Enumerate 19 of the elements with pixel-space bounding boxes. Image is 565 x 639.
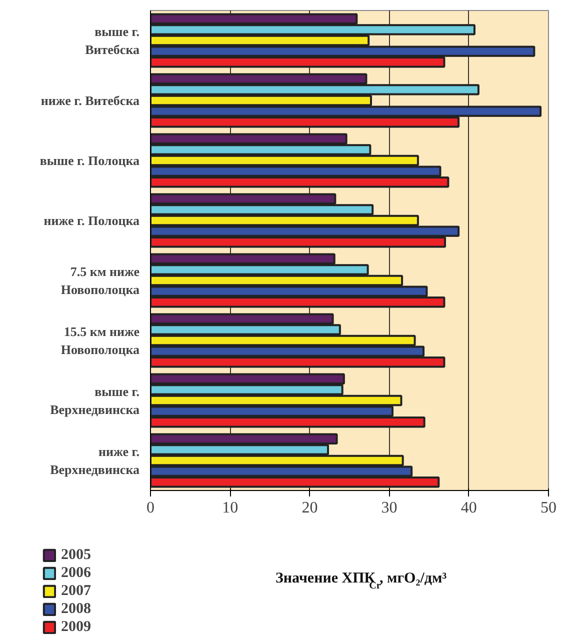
y-tick-label: 7.5 км ниже Новополоцка bbox=[60, 264, 140, 297]
x-tick-label: 50 bbox=[540, 500, 556, 516]
y-tick-label: ниже г. Витебска bbox=[40, 93, 140, 108]
x-tick-label: 40 bbox=[460, 500, 477, 516]
y-tick-label: ниже г. Верхнедвинска bbox=[50, 444, 140, 477]
x-tick-label: 10 bbox=[222, 500, 238, 516]
legend-label: 2005 bbox=[61, 546, 91, 564]
legend-label: 2007 bbox=[61, 582, 91, 600]
legend-label: 2009 bbox=[61, 618, 91, 636]
x-tick-label: 30 bbox=[381, 500, 398, 516]
x-tick-label: 0 bbox=[146, 500, 154, 516]
y-tick-label: выше г. Витебска bbox=[85, 24, 140, 57]
y-tick-label: ниже г. Полоцка bbox=[44, 213, 140, 228]
legend-label: 2006 bbox=[61, 564, 91, 582]
y-tick-label: выше г. Полоцка bbox=[40, 153, 140, 168]
y-tick-label: 15.5 км ниже Новополоцка bbox=[60, 324, 140, 357]
x-tick-label: 20 bbox=[302, 500, 318, 516]
legend-label: 2008 bbox=[61, 600, 91, 618]
y-tick-label: выше г. Верхнедвинска bbox=[50, 384, 140, 417]
